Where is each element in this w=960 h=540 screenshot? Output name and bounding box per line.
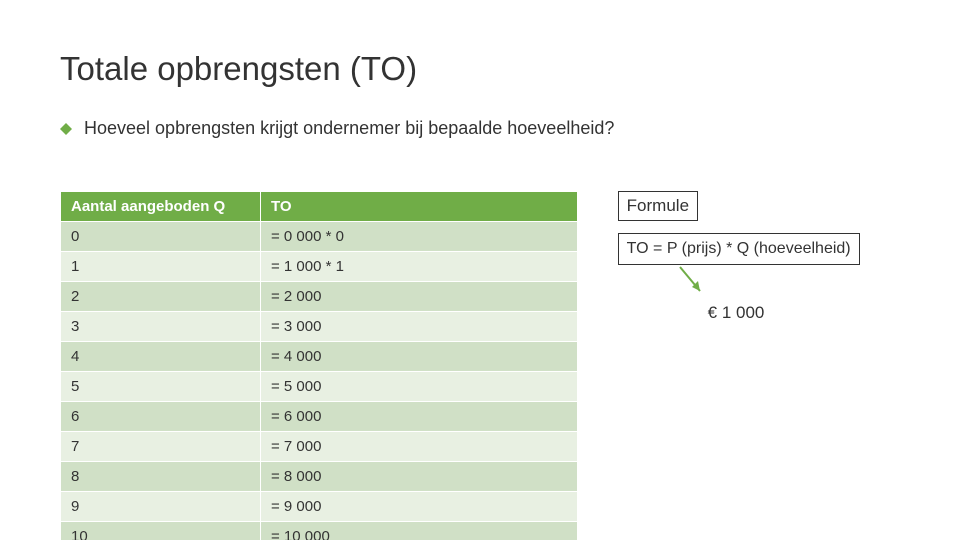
table-row: 1 = 1 000 * 1 <box>61 252 578 282</box>
table-row: 10 = 10 000 <box>61 522 578 540</box>
table-row: 5 = 5 000 <box>61 372 578 402</box>
cell-to: = 9 000 <box>261 492 578 522</box>
table-row: 0 = 0 000 * 0 <box>61 222 578 252</box>
formula-header: Formule <box>618 191 698 221</box>
table-header-q: Aantal aangeboden Q <box>61 192 261 222</box>
price-label: € 1 000 <box>708 303 900 323</box>
cell-q: 8 <box>61 462 261 492</box>
table-row: 7 = 7 000 <box>61 432 578 462</box>
cell-q: 7 <box>61 432 261 462</box>
cell-to: = 0 000 * 0 <box>261 222 578 252</box>
table-header-row: Aantal aangeboden Q TO <box>61 192 578 222</box>
cell-to: = 4 000 <box>261 342 578 372</box>
cell-to: = 1 000 * 1 <box>261 252 578 282</box>
diamond-bullet-icon <box>60 123 72 135</box>
to-table: Aantal aangeboden Q TO 0 = 0 000 * 0 1 =… <box>60 191 578 540</box>
arrow-wrap <box>618 269 900 303</box>
cell-q: 6 <box>61 402 261 432</box>
cell-q: 2 <box>61 282 261 312</box>
cell-to: = 3 000 <box>261 312 578 342</box>
table-row: 2 = 2 000 <box>61 282 578 312</box>
formula-panel: Formule TO = P (prijs) * Q (hoeveelheid)… <box>618 191 900 323</box>
cell-q: 10 <box>61 522 261 540</box>
table-header-to: TO <box>261 192 578 222</box>
cell-to: = 2 000 <box>261 282 578 312</box>
content-row: Aantal aangeboden Q TO 0 = 0 000 * 0 1 =… <box>60 191 900 540</box>
formula-body: TO = P (prijs) * Q (hoeveelheid) <box>618 233 860 265</box>
cell-to: = 5 000 <box>261 372 578 402</box>
arrow-down-icon <box>674 265 714 301</box>
table-row: 6 = 6 000 <box>61 402 578 432</box>
table-row: 3 = 3 000 <box>61 312 578 342</box>
page-title: Totale opbrengsten (TO) <box>60 50 900 88</box>
table-row: 8 = 8 000 <box>61 462 578 492</box>
table-row: 4 = 4 000 <box>61 342 578 372</box>
cell-to: = 8 000 <box>261 462 578 492</box>
cell-q: 9 <box>61 492 261 522</box>
cell-to: = 6 000 <box>261 402 578 432</box>
cell-to: = 7 000 <box>261 432 578 462</box>
cell-q: 1 <box>61 252 261 282</box>
slide: Totale opbrengsten (TO) Hoeveel opbrengs… <box>0 0 960 540</box>
cell-q: 5 <box>61 372 261 402</box>
cell-q: 3 <box>61 312 261 342</box>
bullet-text: Hoeveel opbrengsten krijgt ondernemer bi… <box>84 118 614 139</box>
cell-q: 4 <box>61 342 261 372</box>
cell-to: = 10 000 <box>261 522 578 540</box>
table-row: 9 = 9 000 <box>61 492 578 522</box>
bullet-row: Hoeveel opbrengsten krijgt ondernemer bi… <box>60 118 900 139</box>
cell-q: 0 <box>61 222 261 252</box>
